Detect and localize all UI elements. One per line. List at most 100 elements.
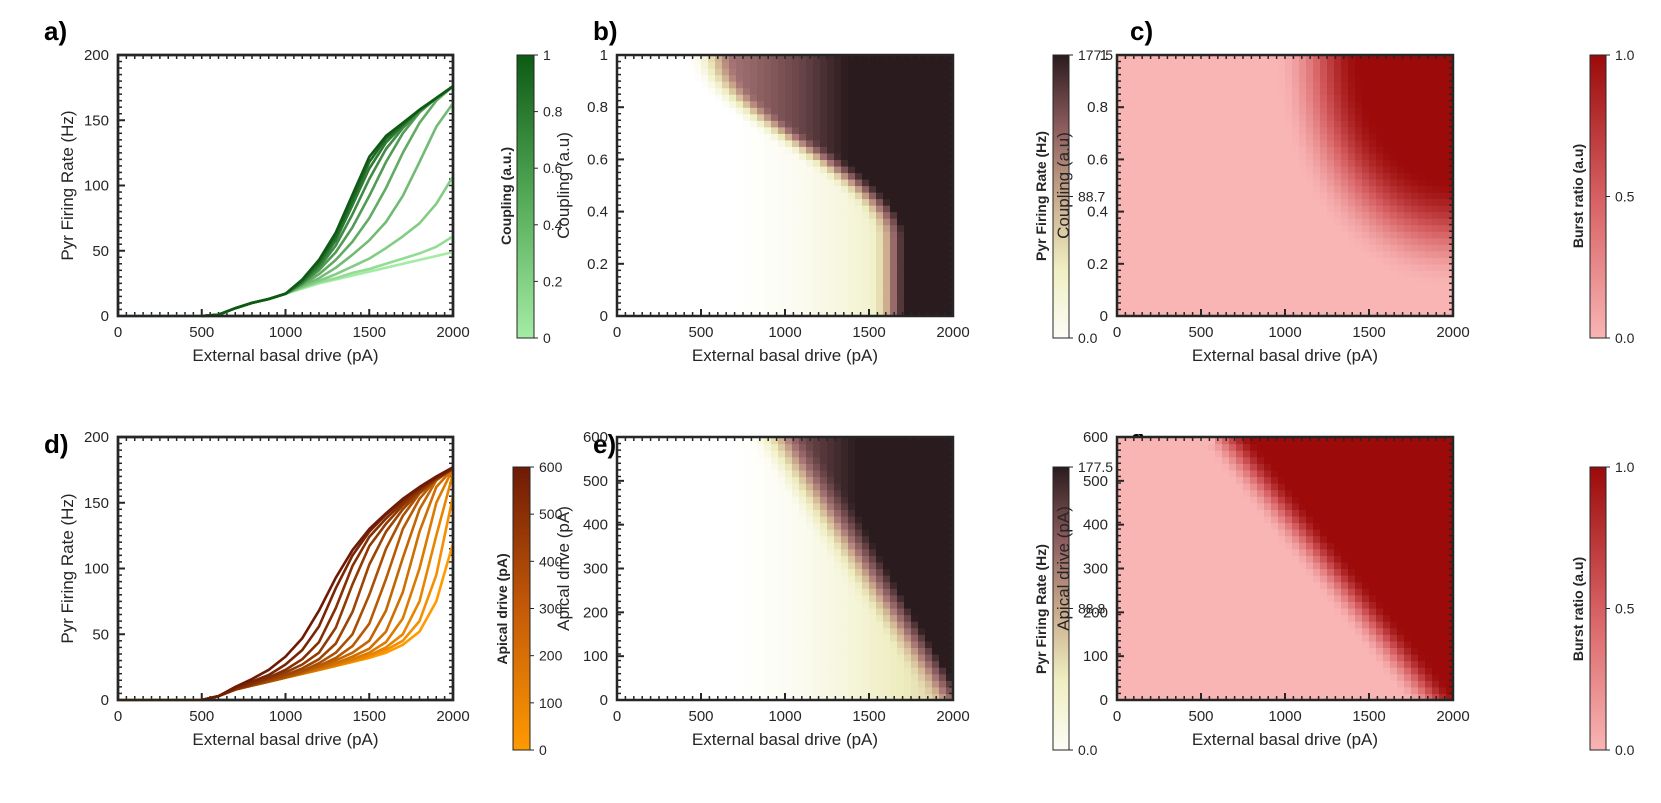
heatmap-cell xyxy=(799,218,807,226)
heatmap-cell xyxy=(911,139,919,147)
heatmap-cell xyxy=(715,244,723,252)
heatmap-cell xyxy=(848,68,856,76)
heatmap-cell xyxy=(883,159,891,167)
heatmap-cell xyxy=(792,172,800,180)
heatmap-cell xyxy=(680,120,688,128)
heatmap-cell xyxy=(1341,309,1349,317)
heatmap-cell xyxy=(1334,270,1342,278)
heatmap-cell xyxy=(1362,276,1370,284)
heatmap-cell xyxy=(673,146,681,154)
heatmap-cell xyxy=(1222,237,1230,245)
heatmap-cell xyxy=(946,133,954,141)
heatmap-cell xyxy=(848,224,856,232)
heatmap-cell xyxy=(659,231,667,239)
heatmap-cell xyxy=(918,133,926,141)
heatmap-cell xyxy=(1180,61,1188,69)
heatmap-cell xyxy=(1222,133,1230,141)
heatmap-cell xyxy=(827,107,835,115)
heatmap-cell xyxy=(1292,139,1300,147)
heatmap-cell xyxy=(638,205,646,213)
heatmap-cell xyxy=(645,535,653,543)
heatmap-cell xyxy=(694,159,702,167)
heatmap-cell xyxy=(631,165,639,174)
heatmap-cell xyxy=(1432,302,1440,311)
heatmap-cell xyxy=(1271,198,1279,206)
heatmap-cell xyxy=(1425,126,1433,134)
heatmap-cell xyxy=(1299,107,1307,115)
heatmap-cell xyxy=(862,257,870,265)
heatmap-cell xyxy=(624,463,632,471)
heatmap-cell xyxy=(708,250,716,258)
heatmap-cell xyxy=(841,276,849,284)
heatmap-cell xyxy=(862,146,870,154)
colorbar-tick-label: 0.4 xyxy=(543,217,563,233)
heatmap-cell xyxy=(1271,263,1279,271)
heatmap-cell xyxy=(631,309,639,317)
heatmap-cell xyxy=(1292,55,1300,63)
heatmap-cell xyxy=(827,270,835,278)
heatmap-cell xyxy=(1271,283,1279,291)
heatmap-cell xyxy=(645,146,653,154)
heatmap-cell xyxy=(652,634,660,642)
heatmap-cell xyxy=(1355,107,1363,115)
heatmap-cell xyxy=(806,289,814,298)
heatmap-cell xyxy=(624,653,632,662)
heatmap-cell xyxy=(708,139,716,147)
heatmap-cell xyxy=(1124,231,1132,239)
heatmap-cell xyxy=(1348,296,1356,304)
heatmap-cell xyxy=(855,81,863,89)
heatmap-cell xyxy=(876,309,884,317)
heatmap-cell xyxy=(750,289,758,298)
heatmap-cell xyxy=(659,211,667,219)
heatmap-cell xyxy=(1194,55,1202,63)
heatmap-cell xyxy=(1446,146,1454,154)
heatmap-cell xyxy=(1411,152,1419,161)
heatmap-cell xyxy=(806,68,814,76)
heatmap-cell xyxy=(946,139,954,147)
heatmap-cell xyxy=(1166,244,1174,252)
heatmap-cell xyxy=(939,113,947,121)
heatmap-cell xyxy=(1264,192,1272,200)
heatmap-cell xyxy=(911,146,919,154)
heatmap-cell xyxy=(827,139,835,147)
heatmap-cell xyxy=(638,94,646,102)
heatmap-cell xyxy=(1138,211,1146,219)
heatmap-cell xyxy=(792,55,800,63)
heatmap-cell xyxy=(638,575,646,583)
heatmap-cell xyxy=(701,231,709,239)
heatmap-cell xyxy=(1299,244,1307,252)
heatmap-cell xyxy=(946,283,954,291)
heatmap-cell xyxy=(1425,165,1433,174)
heatmap-cell xyxy=(750,250,758,258)
heatmap-cell xyxy=(1397,185,1405,193)
heatmap-cell xyxy=(1446,126,1454,134)
heatmap-cell xyxy=(855,192,863,200)
heatmap-cell xyxy=(911,237,919,245)
heatmap-cell xyxy=(687,263,695,271)
heatmap-cell xyxy=(1173,198,1181,206)
heatmap-cell xyxy=(1404,74,1412,82)
heatmap-cell xyxy=(813,198,821,206)
heatmap-cell xyxy=(638,483,646,491)
heatmap-cell xyxy=(1117,192,1125,200)
heatmap-cell xyxy=(631,568,639,576)
heatmap-cell xyxy=(1446,100,1454,108)
heatmap-cell xyxy=(1411,113,1419,121)
heatmap-cell xyxy=(1334,244,1342,252)
heatmap-cell xyxy=(1236,165,1244,174)
y-axis-label: Coupling (a.u) xyxy=(554,132,573,239)
heatmap-cell xyxy=(1299,61,1307,69)
heatmap-cell xyxy=(1334,224,1342,232)
heatmap-cell xyxy=(1425,211,1433,219)
heatmap-cell xyxy=(1124,276,1132,284)
heatmap-cell xyxy=(757,87,765,95)
heatmap-cell xyxy=(617,146,625,154)
heatmap-cell xyxy=(827,250,835,258)
heatmap-cell xyxy=(729,270,737,278)
x-tick-label: 2000 xyxy=(436,708,469,725)
heatmap-cell xyxy=(862,276,870,284)
heatmap-cell xyxy=(1152,224,1160,232)
heatmap-cell xyxy=(862,61,870,69)
heatmap-cell xyxy=(687,289,695,298)
heatmap-cell xyxy=(1327,55,1335,63)
